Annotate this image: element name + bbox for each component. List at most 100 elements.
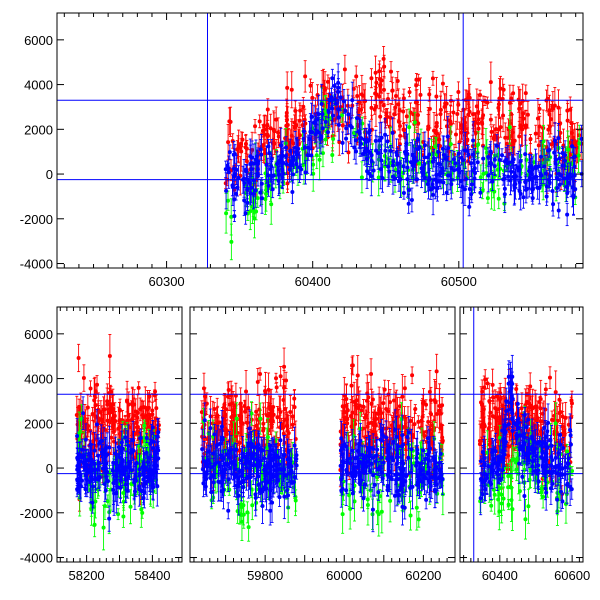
bottom-red-point [111,406,116,411]
top-blue-point [336,115,341,120]
top-red-point [369,76,374,81]
top-red-point [569,121,574,126]
top-red-point [556,105,561,110]
top-blue-point [556,208,561,213]
top-blue-point [507,160,512,165]
top-blue-point [362,150,367,155]
top-blue-point [512,182,517,187]
top-red-point [289,138,294,143]
top-red-point [342,67,347,72]
top-blue-point [232,171,237,176]
top-red-point [301,104,306,109]
top-blue-point [449,182,454,187]
top-blue-point [379,135,384,140]
top-green-point [317,157,322,162]
top-red-point [383,119,388,124]
top-blue-point [230,183,235,188]
top-blue-point [566,180,571,185]
top-blue-point [374,148,379,153]
top-green-point [481,171,486,176]
top-red-point [565,108,570,113]
top-blue-point [242,198,247,203]
top-green-point [340,113,345,118]
top-blue-point [518,191,523,196]
top-red-point [453,132,458,137]
top-blue-point [295,152,300,157]
top-red-point [381,56,386,61]
bottom-red-point [124,398,129,403]
top-blue-point [283,154,288,159]
top-blue-point [451,157,456,162]
top-red-point [374,92,379,97]
top-blue-point [405,165,410,170]
top-red-point [478,92,483,97]
top-blue-point [409,197,414,202]
top-green-point [331,137,336,142]
top-blue-point [260,196,265,201]
top-red-point [228,119,233,124]
top-green-point [393,167,398,172]
top-blue-point [227,150,232,155]
top-blue-point [232,214,237,219]
top-green-point [323,137,328,142]
top-blue-point [333,101,338,106]
top-blue-point [527,169,532,174]
top-blue-point [385,139,390,144]
top-blue-point [455,167,460,172]
top-red-point [426,126,431,131]
top-blue-point [303,170,308,175]
top-red-point [497,96,502,101]
top-red-point [516,97,521,102]
top-red-point [459,130,464,135]
top-green-point [382,154,387,159]
top-blue-point [326,108,331,113]
top-red-point [517,134,522,139]
bottom-red-point [107,354,112,359]
top-blue-point [247,181,252,186]
top-red-point [528,137,533,142]
top-blue-point [383,132,388,137]
top-red-point [480,116,485,121]
top-blue-point [502,186,507,191]
top-red-point [549,142,554,147]
top-ytick-label: 4000 [24,78,53,93]
top-blue-point [276,160,281,165]
top-blue-point [323,119,328,124]
bottom-red-point [117,418,122,423]
top-blue-point [534,166,539,171]
top-blue-point [248,191,253,196]
top-green-point [495,167,500,172]
bottom-red-point [136,385,141,390]
top-red-point [523,125,528,130]
top-red-point [525,112,530,117]
top-blue-point [426,178,431,183]
top-blue-point [368,150,373,155]
top-red-point [432,128,437,133]
top-red-point [401,109,406,114]
top-green-point [255,196,260,201]
top-blue-point [511,157,516,162]
top-red-point [461,123,466,128]
top-blue-point [325,130,330,135]
top-red-point [456,102,461,107]
top-red-point [378,114,383,119]
top-red-point [496,127,501,132]
top-blue-point [568,175,573,180]
top-green-point [541,139,546,144]
top-blue-point [462,187,467,192]
top-blue-point [306,145,311,150]
top-blue-point [406,201,411,206]
top-green-point [448,142,453,147]
top-blue-point [290,190,295,195]
top-blue-point [469,182,474,187]
top-green-point [330,153,335,158]
top-blue-point [297,165,302,170]
top-blue-point [497,157,502,162]
top-red-point [373,105,378,110]
top-xtick-label: 60300 [149,274,185,289]
top-red-point [396,119,401,124]
top-green-point [320,151,325,156]
top-red-point [550,106,555,111]
top-xtick-label: 60400 [295,274,331,289]
top-blue-point [440,146,445,151]
